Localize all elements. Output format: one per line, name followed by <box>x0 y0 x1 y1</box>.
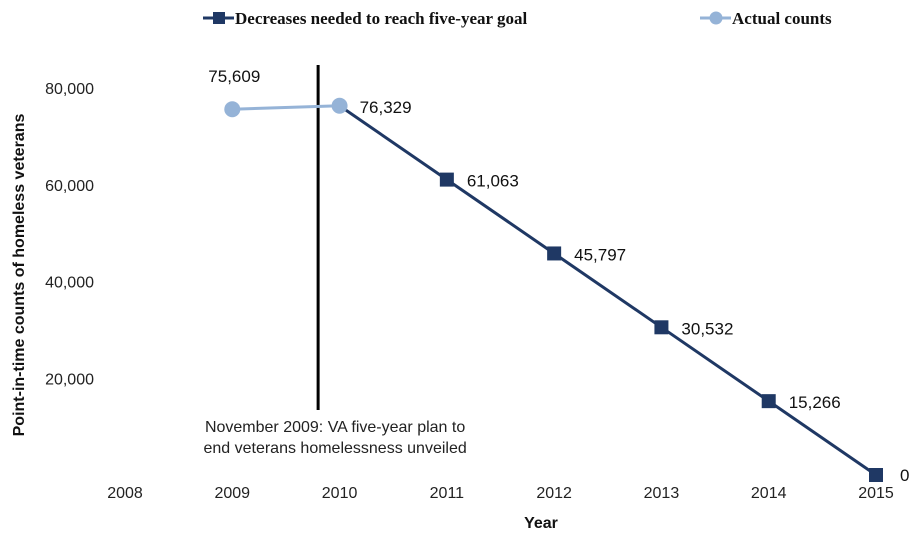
series-line-actual-counts <box>232 104 340 111</box>
annotation-text: end veterans homelessness unveiled <box>203 440 466 457</box>
point-marker-decreases-needed-to-reach-five-year-goal <box>869 468 883 482</box>
x-axis-title: Year <box>524 515 558 532</box>
data-label: 61,063 <box>467 172 519 191</box>
point-marker-decreases-needed-to-reach-five-year-goal <box>654 320 669 335</box>
series-line-decreases-needed-to-reach-five-year-goal <box>338 104 877 477</box>
x-tick-label: 2015 <box>858 485 894 502</box>
legend-item-decreases-needed-to-reach-five-year-goal: Decreases needed to reach five-year goal <box>203 9 527 28</box>
data-label: 76,329 <box>360 98 412 117</box>
legend-item-actual-counts: Actual counts <box>700 9 832 28</box>
annotation: November 2009: VA five-year plan to end v… <box>203 65 467 457</box>
y-tick-label: 60,000 <box>45 178 94 195</box>
y-axis: 20,000 40,000 60,000 80,000 <box>45 81 94 388</box>
data-label: 30,532 <box>681 319 733 338</box>
series-layer: 75,609 76,329 61,063 45,797 30,532 15,266 0 <box>208 67 909 485</box>
x-tick-label: 2011 <box>430 485 465 502</box>
point-marker-decreases-needed-to-reach-five-year-goal <box>761 394 776 409</box>
data-label: 15,266 <box>789 393 841 412</box>
annotation-text: November 2009: VA five-year plan to <box>205 419 465 436</box>
data-label: 75,609 <box>208 67 260 86</box>
x-tick-label: 2010 <box>322 485 358 502</box>
x-tick-label: 2013 <box>644 485 680 502</box>
y-tick-label: 80,000 <box>45 81 94 98</box>
legend: Decreases needed to reach five-year goal… <box>203 9 832 28</box>
x-tick-label: 2008 <box>107 485 143 502</box>
x-tick-label: 2009 <box>214 485 250 502</box>
data-label: 0 <box>900 466 909 485</box>
y-tick-label: 20,000 <box>45 371 94 388</box>
point-marker-decreases-needed-to-reach-five-year-goal <box>547 246 562 261</box>
legend-label: Decreases needed to reach five-year goal <box>235 9 527 28</box>
data-label: 45,797 <box>574 245 626 264</box>
point-marker-decreases-needed-to-reach-five-year-goal <box>439 172 454 187</box>
x-tick-label: 2014 <box>751 485 787 502</box>
point-marker-actual-counts <box>331 97 348 114</box>
y-tick-label: 40,000 <box>45 275 94 292</box>
x-tick-label: 2012 <box>536 485 572 502</box>
legend-label: Actual counts <box>732 9 832 28</box>
x-axis: 2008 2009 2010 2011 2012 2013 2014 2015 <box>107 485 894 502</box>
legend-swatch-marker <box>709 11 723 25</box>
point-marker-actual-counts <box>224 101 241 118</box>
y-axis-title: Point-in-time counts of homeless veteran… <box>11 114 28 437</box>
legend-swatch-marker <box>213 12 225 24</box>
